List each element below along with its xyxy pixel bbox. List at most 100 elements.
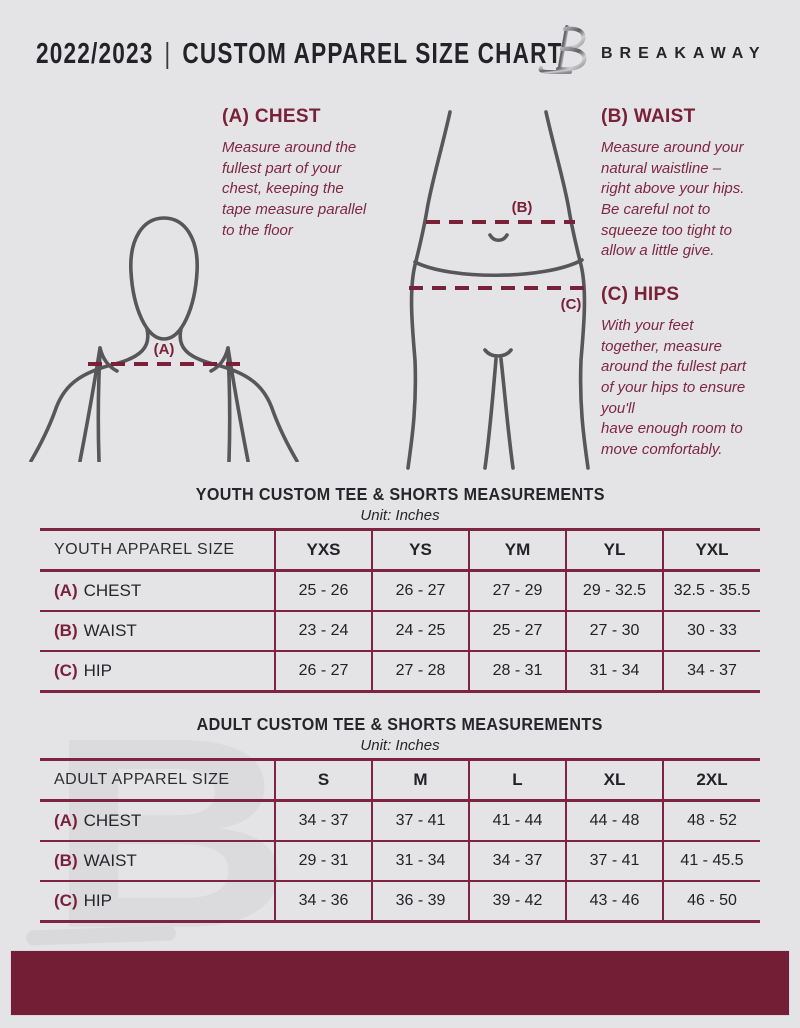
row-label: (C) HIP xyxy=(40,881,275,922)
left-torso-line xyxy=(96,350,102,462)
adult-unit-label: Unit: Inches xyxy=(360,737,440,754)
size-value-cell: 37 - 41 xyxy=(371,800,469,841)
size-column-header: YL xyxy=(565,529,663,571)
navel-curve xyxy=(488,233,509,243)
chest-instructions: Measure around the fullest part of your … xyxy=(222,139,367,239)
right-inner-leg-line xyxy=(499,357,515,470)
youth-unit-label: Unit: Inches xyxy=(360,507,440,524)
size-value-cell: 34 - 37 xyxy=(662,651,760,692)
size-value-cell: 27 - 29 xyxy=(468,570,566,611)
size-value-cell: 48 - 52 xyxy=(662,800,760,841)
youth-size-label-header: YOUTH APPAREL SIZE xyxy=(54,541,235,558)
right-inner-arm-line xyxy=(226,346,250,462)
youth-section-title-text: YOUTH CUSTOM TEE & SHORTS MEASUREMENTS xyxy=(195,484,605,504)
size-column-header: XL xyxy=(565,759,663,801)
waist-heading: (B) WAIST xyxy=(601,106,696,127)
size-value-cell: 23 - 24 xyxy=(274,611,372,651)
size-value-cell: 46 - 50 xyxy=(662,881,760,922)
size-value-cell: 30 - 33 xyxy=(662,611,760,651)
youth-table-header-row: YOUTH APPAREL SIZE YXS YS YM YL YXL xyxy=(40,529,760,571)
table-row-hip: (C) HIP 34 - 36 36 - 39 39 - 42 43 - 46 4… xyxy=(40,881,760,922)
row-label: (C) HIP xyxy=(40,651,275,692)
table-row-hip: (C) HIP 26 - 27 27 - 28 28 - 31 31 - 34 3… xyxy=(40,651,760,692)
size-value-cell: 29 - 32.5 xyxy=(565,570,663,611)
size-column-header: M xyxy=(371,759,469,801)
row-label-prefix: (C) xyxy=(54,891,78,910)
adult-section-title-text: ADULT CUSTOM TEE & SHORTS MEASUREMENTS xyxy=(196,714,604,734)
left-inner-leg-line xyxy=(483,357,498,470)
size-column-header: L xyxy=(468,759,566,801)
waist-marker-label: (B) xyxy=(512,199,533,216)
hips-instructions: With your feet together, measure around … xyxy=(601,317,747,459)
size-value-cell: 32.5 - 35.5 xyxy=(662,570,760,611)
left-inner-arm-line xyxy=(78,346,102,462)
adult-table-header-row: ADULT APPAREL SIZE S M L XL 2XL xyxy=(40,759,760,801)
adult-size-table: ADULT APPAREL SIZE S M L XL 2XL (A) CHEST… xyxy=(40,758,760,923)
size-value-cell: 26 - 27 xyxy=(371,570,469,611)
page-title-text: CUSTOM APPAREL SIZE CHART xyxy=(182,38,563,70)
row-label: (B) WAIST xyxy=(40,611,275,651)
youth-section-title: YOUTH CUSTOM TEE & SHORTS MEASUREMENTS xyxy=(0,484,800,505)
hips-heading: (C) HIPS xyxy=(601,284,680,305)
left-side-outline xyxy=(406,110,452,470)
size-value-cell: 25 - 27 xyxy=(468,611,566,651)
size-value-cell: 41 - 45.5 xyxy=(662,841,760,881)
size-column-header: YXL xyxy=(662,529,760,571)
row-label: (A) CHEST xyxy=(40,801,275,842)
size-value-cell: 27 - 30 xyxy=(565,611,663,651)
size-value-cell: 31 - 34 xyxy=(371,841,469,881)
head-outline xyxy=(129,216,199,341)
row-label-text: WAIST xyxy=(83,851,137,870)
table-row-chest: (A) CHEST 34 - 37 37 - 41 41 - 44 44 - 48… xyxy=(40,800,760,842)
table-row-waist: (B) WAIST 23 - 24 24 - 25 25 - 27 27 - 30… xyxy=(40,611,760,651)
size-value-cell: 24 - 25 xyxy=(371,611,469,651)
waistband-curve xyxy=(413,258,584,278)
size-value-cell: 34 - 36 xyxy=(274,881,372,922)
size-value-cell: 34 - 37 xyxy=(468,841,566,881)
waist-instructions: Measure around your natural waistline – … xyxy=(601,139,745,260)
size-column-header: 2XL xyxy=(662,759,760,801)
footer-bar xyxy=(10,950,790,1016)
page-title-year: 2022/2023 xyxy=(36,38,154,70)
right-side-outline xyxy=(544,110,590,470)
size-value-cell: 26 - 27 xyxy=(274,651,372,692)
row-label-prefix: (B) xyxy=(54,851,78,870)
row-label: (A) CHEST xyxy=(40,571,275,612)
size-value-cell: 36 - 39 xyxy=(371,881,469,922)
row-label-prefix: (A) xyxy=(54,581,78,600)
youth-size-table: YOUTH APPAREL SIZE YXS YS YM YL YXL (A) C… xyxy=(40,528,760,693)
row-label-text: HIP xyxy=(83,661,112,680)
lower-body-figure: (B) (C) xyxy=(406,110,591,470)
crotch-curve xyxy=(483,348,513,358)
size-column-header: YM xyxy=(468,529,566,571)
size-value-cell: 25 - 26 xyxy=(274,570,372,611)
row-label-text: HIP xyxy=(83,891,112,910)
size-column-header: YXS xyxy=(274,529,372,571)
size-value-cell: 27 - 28 xyxy=(371,651,469,692)
row-label: (B) WAIST xyxy=(40,841,275,881)
chest-heading: (A) CHEST xyxy=(222,106,321,127)
chest-marker-label: (A) xyxy=(154,341,175,358)
row-label-text: WAIST xyxy=(83,621,137,640)
right-shoulder-arm-outline xyxy=(178,327,299,462)
table-row-waist: (B) WAIST 29 - 31 31 - 34 34 - 37 37 - 41… xyxy=(40,841,760,881)
breakaway-watermark-letter: B xyxy=(46,681,294,985)
brand-wordmark: BREAKAWAY xyxy=(601,45,767,62)
hip-marker-label: (C) xyxy=(561,296,582,313)
size-value-cell: 43 - 46 xyxy=(565,881,663,922)
page-title-separator: | xyxy=(164,38,172,70)
size-value-cell: 34 - 37 xyxy=(274,800,372,841)
adult-section-title: ADULT CUSTOM TEE & SHORTS MEASUREMENTS xyxy=(0,714,800,735)
table-row-chest: (A) CHEST 25 - 26 26 - 27 27 - 29 29 - 32… xyxy=(40,570,760,612)
size-value-cell: 37 - 41 xyxy=(565,841,663,881)
logo-stem xyxy=(558,25,569,68)
row-label-prefix: (A) xyxy=(54,811,78,830)
upper-body-figure: (A) xyxy=(29,216,299,462)
size-value-cell: 39 - 42 xyxy=(468,881,566,922)
logo-underline-swoosh xyxy=(538,66,572,74)
logo-bottom-bowl xyxy=(556,46,587,72)
row-label-prefix: (B) xyxy=(54,621,78,640)
row-label-text: CHEST xyxy=(83,581,142,600)
row-label-prefix: (C) xyxy=(54,661,78,680)
